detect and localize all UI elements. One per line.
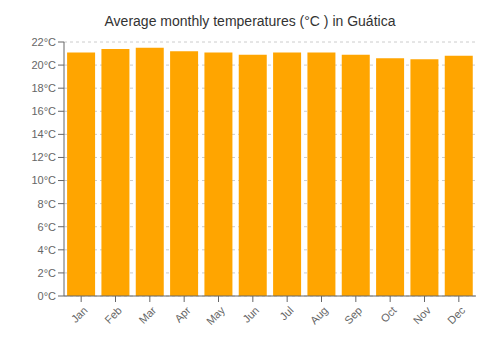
svg-text:May: May [204, 304, 228, 328]
svg-text:Mar: Mar [136, 304, 158, 326]
svg-text:18°C: 18°C [31, 82, 56, 94]
svg-text:12°C: 12°C [31, 151, 56, 163]
svg-text:0°C: 0°C [38, 290, 57, 302]
svg-text:10°C: 10°C [31, 174, 56, 186]
svg-text:Jun: Jun [240, 304, 261, 325]
svg-text:6°C: 6°C [38, 221, 57, 233]
svg-text:14°C: 14°C [31, 128, 56, 140]
html-text:Average monthly temperatures (: Average monthly temperatures (°C ) in Gu… [104, 13, 396, 29]
svg-text:8°C: 8°C [38, 198, 57, 210]
svg-text:Apr: Apr [172, 304, 193, 325]
svg-text:Sep: Sep [342, 304, 364, 326]
svg-text:20°C: 20°C [31, 59, 56, 71]
svg-text:16°C: 16°C [31, 105, 56, 117]
svg-text:2°C: 2°C [38, 267, 57, 279]
svg-text:4°C: 4°C [38, 244, 57, 256]
svg-text:Aug: Aug [308, 304, 330, 326]
svg-text:Jan: Jan [69, 304, 90, 325]
svg-text:22°C: 22°C [31, 36, 56, 48]
svg-text:Jul: Jul [277, 304, 295, 322]
svg-text:Dec: Dec [445, 304, 468, 327]
svg-text:Nov: Nov [411, 304, 434, 327]
svg-text:Feb: Feb [102, 304, 124, 326]
svg-text:Oct: Oct [378, 304, 399, 325]
